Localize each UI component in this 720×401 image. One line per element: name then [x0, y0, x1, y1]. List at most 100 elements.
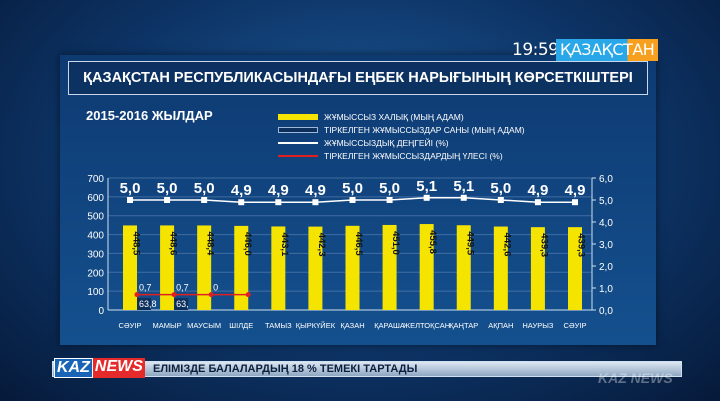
bar-unemployed — [308, 226, 323, 310]
legend-item: ТІРКЕЛГЕН ЖҰМЫССЫЗДАР САНЫ (МЫҢ АДАМ) — [278, 123, 525, 136]
y-left-tick-label: 200 — [87, 268, 104, 279]
x-tick-label: СӘУІР — [119, 321, 142, 330]
x-tick-label: ҚАРАША — [374, 321, 405, 330]
bar-unemployed — [271, 226, 286, 310]
logo-news: NEWS — [92, 358, 145, 378]
bar-registered — [174, 298, 189, 310]
bar-label: 449,5 — [464, 231, 475, 255]
bar-label: 443,1 — [279, 233, 290, 257]
bar-label: 439,3 — [576, 233, 587, 257]
legend-item: ТІРКЕЛГЕН ЖҰМЫССЫЗДАРДЫҢ ҮЛЕСІ (%) — [278, 149, 525, 162]
point-label: 5,0 — [194, 180, 215, 197]
point-unemployment-rate — [127, 197, 133, 203]
y-right-tick-label: 5,0 — [599, 196, 613, 207]
y-left-tick-label: 500 — [87, 212, 104, 223]
point-registered-share — [171, 292, 177, 298]
legend-item: ЖҰМЫССЫЗДЫҚ ДЕҢГЕЙІ (%) — [278, 136, 525, 149]
x-tick-label: ТАМЫЗ — [265, 321, 292, 330]
y-left-tick-label: 100 — [87, 287, 104, 298]
legend-label: ЖҰМЫССЫЗДЫҚ ДЕҢГЕЙІ (%) — [324, 137, 449, 148]
point-label: 5,0 — [157, 180, 178, 197]
bar-registered — [137, 297, 151, 310]
point-label: 0 — [213, 283, 218, 293]
x-tick-label: МАУСЫМ — [187, 321, 221, 330]
point-label: 5,0 — [379, 180, 400, 197]
chart-subtitle: 2015-2016 ЖЫЛДАР — [86, 108, 213, 123]
x-tick-label: ҚЫРКҮЙЕК — [296, 321, 336, 330]
bar-label: 446,5 — [353, 232, 364, 256]
x-tick-label: АҚПАН — [488, 321, 513, 330]
point-unemployment-rate — [238, 199, 245, 206]
bar-unemployed — [456, 225, 471, 310]
point-unemployment-rate — [460, 194, 467, 201]
bar-unemployed — [234, 225, 249, 310]
point-unemployment-rate — [201, 197, 208, 203]
legend: ЖҰМЫССЫЗ ХАЛЫҚ (МЫҢ АДАМ) ТІРКЕЛГЕН ЖҰМЫ… — [278, 110, 525, 162]
point-label: 5,0 — [120, 180, 141, 197]
bar-unemployed — [345, 225, 360, 310]
point-label: 5,0 — [342, 180, 363, 197]
point-label: 0,7 — [176, 283, 189, 293]
y-right-tick-label: 0,0 — [599, 306, 613, 317]
y-left-tick-label: 700 — [87, 174, 104, 185]
point-registered-share — [208, 292, 214, 298]
legend-label: ТІРКЕЛГЕН ЖҰМЫССЫЗДАРДЫҢ ҮЛЕСІ (%) — [324, 150, 503, 161]
bar-label: 442,6 — [501, 233, 512, 257]
point-unemployment-rate — [386, 197, 393, 203]
bar-registered-label: 63,8 — [139, 299, 157, 309]
legend-swatch-yellow — [278, 113, 318, 120]
legend-item: ЖҰМЫССЫЗ ХАЛЫҚ (МЫҢ АДАМ) — [278, 110, 525, 123]
point-registered-share — [245, 292, 251, 298]
clock: 19:59 — [512, 40, 559, 60]
bar-unemployed — [123, 225, 137, 310]
bar-unemployed — [197, 225, 212, 310]
chart-title: ҚАЗАҚСТАН РЕСПУБЛИКАСЫНДАҒЫ ЕҢБЕК НАРЫҒЫ… — [68, 61, 648, 95]
legend-label: ЖҰМЫССЫЗ ХАЛЫҚ (МЫҢ АДАМ) — [324, 111, 464, 122]
x-tick-label: ҚАЗАН — [340, 321, 364, 330]
bar-label: 442,3 — [316, 233, 327, 257]
point-unemployment-rate — [534, 199, 541, 206]
bar-label: 451,0 — [390, 231, 401, 255]
news-ticker: ЕЛІМІЗДЕ БАЛАЛАРДЫҢ 18 % ТЕМЕКІ ТАРТАДЫ — [52, 361, 682, 377]
bar-unemployed — [568, 227, 582, 310]
point-label: 5,1 — [416, 178, 437, 195]
point-unemployment-rate — [349, 197, 356, 203]
ticker-headline: ЕЛІМІЗДЕ БАЛАЛАРДЫҢ 18 % ТЕМЕКІ ТАРТАДЫ — [153, 363, 418, 375]
bar-label: 455,8 — [427, 230, 438, 254]
legend-swatch-outline — [278, 126, 318, 133]
y-right-tick-label: 3,0 — [599, 240, 613, 251]
point-unemployment-rate — [572, 199, 578, 206]
bar-registered-label: 63, — [176, 299, 189, 309]
kaznews-logo: KAZ NEWS — [54, 358, 145, 378]
point-unemployment-rate — [497, 197, 504, 203]
x-tick-label: МАМЫР — [153, 321, 182, 330]
point-unemployment-rate — [164, 197, 171, 203]
y-right-tick-label: 6,0 — [599, 174, 613, 185]
legend-label: ТІРКЕЛГЕН ЖҰМЫССЫЗДАР САНЫ (МЫҢ АДАМ) — [324, 124, 525, 135]
bar-label: 439,3 — [538, 233, 549, 257]
point-label: 4,9 — [527, 182, 548, 199]
point-unemployment-rate — [312, 199, 319, 206]
point-label: 4,9 — [565, 182, 586, 199]
point-label: 5,1 — [453, 178, 474, 195]
legend-swatch-red-line — [278, 154, 318, 157]
x-tick-label: НАУРЫЗ — [522, 321, 553, 330]
x-tick-label: ШІЛДЕ — [229, 321, 253, 330]
point-label: 5,0 — [490, 180, 511, 197]
x-tick-label: ЖЕЛТОҚСАН — [403, 321, 450, 330]
point-unemployment-rate — [275, 199, 282, 206]
bar-label: 448,6 — [168, 232, 179, 256]
point-label: 0,7 — [139, 283, 152, 293]
bar-unemployed — [160, 225, 175, 310]
y-right-tick-label: 1,0 — [599, 284, 613, 295]
point-label: 4,9 — [268, 182, 289, 199]
point-unemployment-rate — [423, 194, 430, 201]
bar-unemployed — [530, 227, 545, 310]
bar-label: 446,0 — [242, 232, 253, 256]
y-left-tick-label: 400 — [87, 231, 104, 242]
legend-swatch-white-line — [278, 141, 318, 144]
bar-unemployed — [419, 224, 434, 310]
y-left-tick-label: 600 — [87, 193, 104, 204]
y-left-tick-label: 0 — [98, 306, 104, 317]
